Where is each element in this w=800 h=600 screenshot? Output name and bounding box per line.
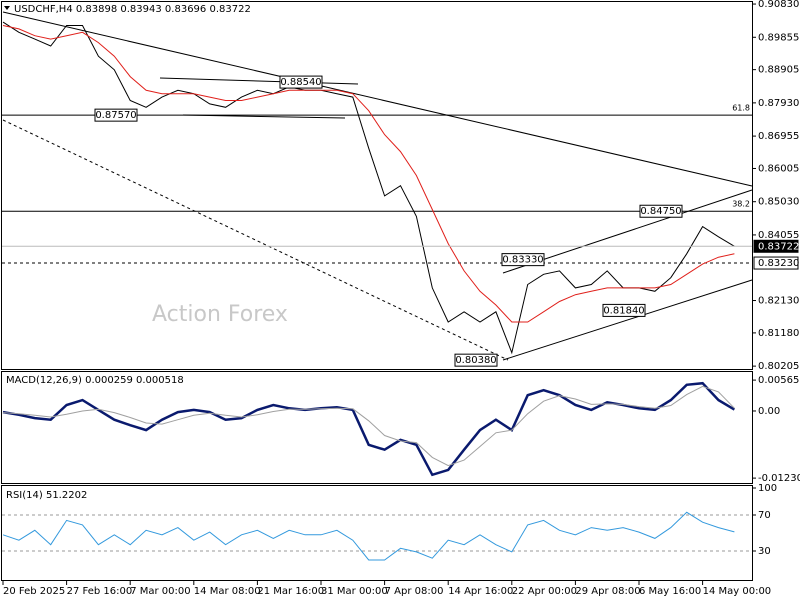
indicator-line [2,381,736,477]
axis-price-text: 0.83722 [758,241,799,252]
price-label-box [602,303,646,317]
price-label-text: 0.81840 [603,305,644,316]
y-tick-label: 0.80205 [758,361,799,372]
price-line [2,21,735,355]
price-label: 0.84750 [639,204,683,218]
y-tick-label: 100 [758,483,777,494]
chart-title: USDCHF,H4 0.83898 0.83943 0.83696 0.8372… [14,4,251,15]
price-label-text: 0.87570 [95,110,136,121]
x-tick-label: 6 May 16:00 [639,586,701,597]
price-label-text: 0.80380 [455,355,496,366]
range-line [159,77,359,85]
x-tick-label: 22 Apr 00:00 [512,586,577,597]
x-tick-label: 7 Apr 08:00 [385,586,444,597]
y-tick-label: 0.86005 [758,163,799,174]
x-tick-label: 14 Apr 16:00 [448,586,513,597]
price-label-box [501,253,545,267]
price-label-box [454,353,498,367]
y-tick-label: 0.89855 [758,32,799,43]
y-tick-label: 70 [758,510,771,521]
axis-price-box [753,256,799,270]
y-tick-label: 0.88905 [758,65,799,76]
price-label: 0.81840 [602,303,646,317]
axis-price-label: 0.83722 [753,239,799,253]
price-label: 0.80380 [454,353,498,367]
x-tick-label: 20 Feb 2025 [3,586,65,597]
y-tick-label: 0.90830 [758,0,799,10]
indicator-line [2,25,735,323]
x-tick-label: 27 Feb 16:00 [67,586,133,597]
price-pane [1,1,753,370]
y-tick-label: 0.87930 [758,98,799,109]
axis-price-label: 0.83230 [753,256,799,270]
x-tick-label: 21 Mar 16:00 [257,586,324,597]
axis-price-box [753,239,799,253]
price-label-box [279,75,323,89]
fib-label: 61.8 [732,104,750,113]
price-label-text: 0.84750 [640,206,681,217]
price-label: 0.87570 [94,108,138,122]
price-label: 0.88540 [279,75,323,89]
trend-line [2,11,753,187]
rsi-title: RSI(14) 51.2202 [6,490,87,501]
macd-title: MACD(12,26,9) 0.000259 0.000518 [6,375,184,386]
y-tick-label: 30 [758,546,771,557]
price-label-text: 0.83330 [502,255,543,266]
channel-line [502,279,753,361]
macd-pane [1,371,753,484]
y-tick-label: 0.84055 [758,230,799,241]
header-arrow [4,6,10,10]
indicator-line [2,511,735,561]
x-tick-label: 29 Apr 08:00 [575,586,640,597]
y-tick-label: 0.005659 [758,375,800,386]
watermark: Action Forex [152,302,288,327]
price-label: 0.83330 [501,253,545,267]
x-tick-label: 31 Mar 00:00 [321,586,388,597]
y-tick-label: 0.81180 [758,328,799,339]
x-tick-label: 7 Mar 00:00 [130,586,190,597]
price-label-text: 0.88540 [280,77,321,88]
price-label-box [639,204,683,218]
x-tick-label: 14 Mar 08:00 [194,586,261,597]
y-tick-label: 0.86955 [758,131,799,142]
x-tick-label: 14 May 00:00 [703,586,772,597]
y-tick-label: 0.82130 [758,296,799,307]
indicator-line [2,385,735,467]
axis-price-text: 0.83230 [758,258,799,269]
rsi-pane [1,485,753,581]
y-tick-label: 0.85030 [758,197,799,208]
price-label-box [94,108,138,122]
fib-label: 38.2 [732,200,750,209]
y-tick-label: 0.00 [758,406,780,417]
